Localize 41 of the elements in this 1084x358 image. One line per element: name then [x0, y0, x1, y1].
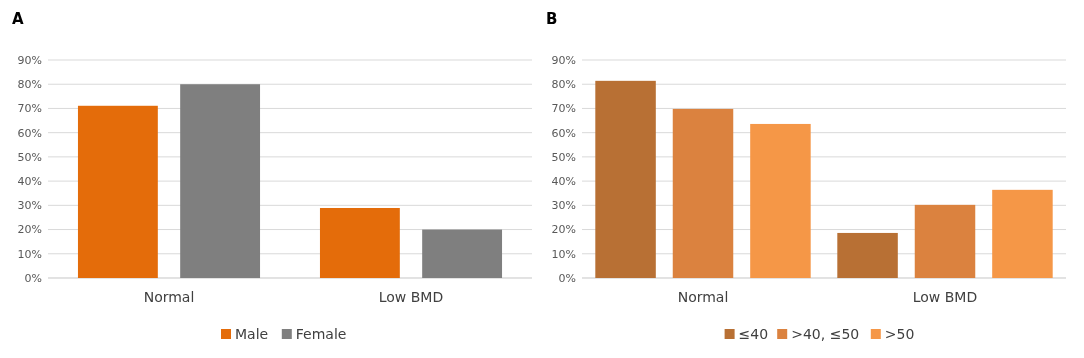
y-tick-label: 80%: [17, 78, 42, 92]
y-tick-label: 70%: [17, 102, 42, 116]
y-tick-label: 50%: [551, 150, 576, 164]
y-tick-label: 10%: [551, 247, 576, 261]
bar: [319, 208, 400, 278]
bar: [595, 80, 656, 278]
y-tick-label: 20%: [551, 223, 576, 237]
y-tick-label: 80%: [551, 78, 576, 92]
bar: [77, 105, 158, 278]
y-tick-label: 90%: [551, 53, 576, 67]
legend-label: >40, ≤50: [791, 326, 860, 342]
legend-label: ≤40: [738, 326, 769, 342]
y-tick-label: 30%: [551, 199, 576, 213]
legend-label: Male: [235, 326, 269, 342]
x-tick-label: Low BMD: [378, 289, 444, 305]
y-tick-label: 10%: [17, 247, 42, 261]
y-tick-label: 30%: [17, 199, 42, 213]
chart-title: A: [12, 10, 24, 28]
y-tick-label: 60%: [17, 126, 42, 140]
bar: [672, 108, 734, 278]
chart-title: B: [546, 10, 558, 28]
legend-label: Female: [295, 326, 347, 342]
y-tick-label: 40%: [551, 174, 576, 188]
bar: [914, 204, 976, 278]
y-tick-label: 0%: [558, 271, 576, 285]
y-tick-label: 90%: [17, 53, 42, 67]
bar: [422, 229, 503, 278]
bar: [180, 84, 261, 278]
y-tick-label: 60%: [551, 126, 576, 140]
bar: [750, 123, 811, 278]
bar: [837, 232, 898, 278]
legend-label: >50: [884, 326, 915, 342]
y-tick-label: 70%: [551, 102, 576, 116]
x-tick-label: Normal: [677, 289, 729, 305]
bar: [992, 189, 1053, 278]
y-tick-label: 0%: [24, 271, 42, 285]
y-tick-label: 20%: [17, 223, 42, 237]
x-tick-label: Low BMD: [912, 289, 978, 305]
y-tick-label: 50%: [17, 150, 42, 164]
y-tick-label: 40%: [17, 174, 42, 188]
x-tick-label: Normal: [143, 289, 195, 305]
